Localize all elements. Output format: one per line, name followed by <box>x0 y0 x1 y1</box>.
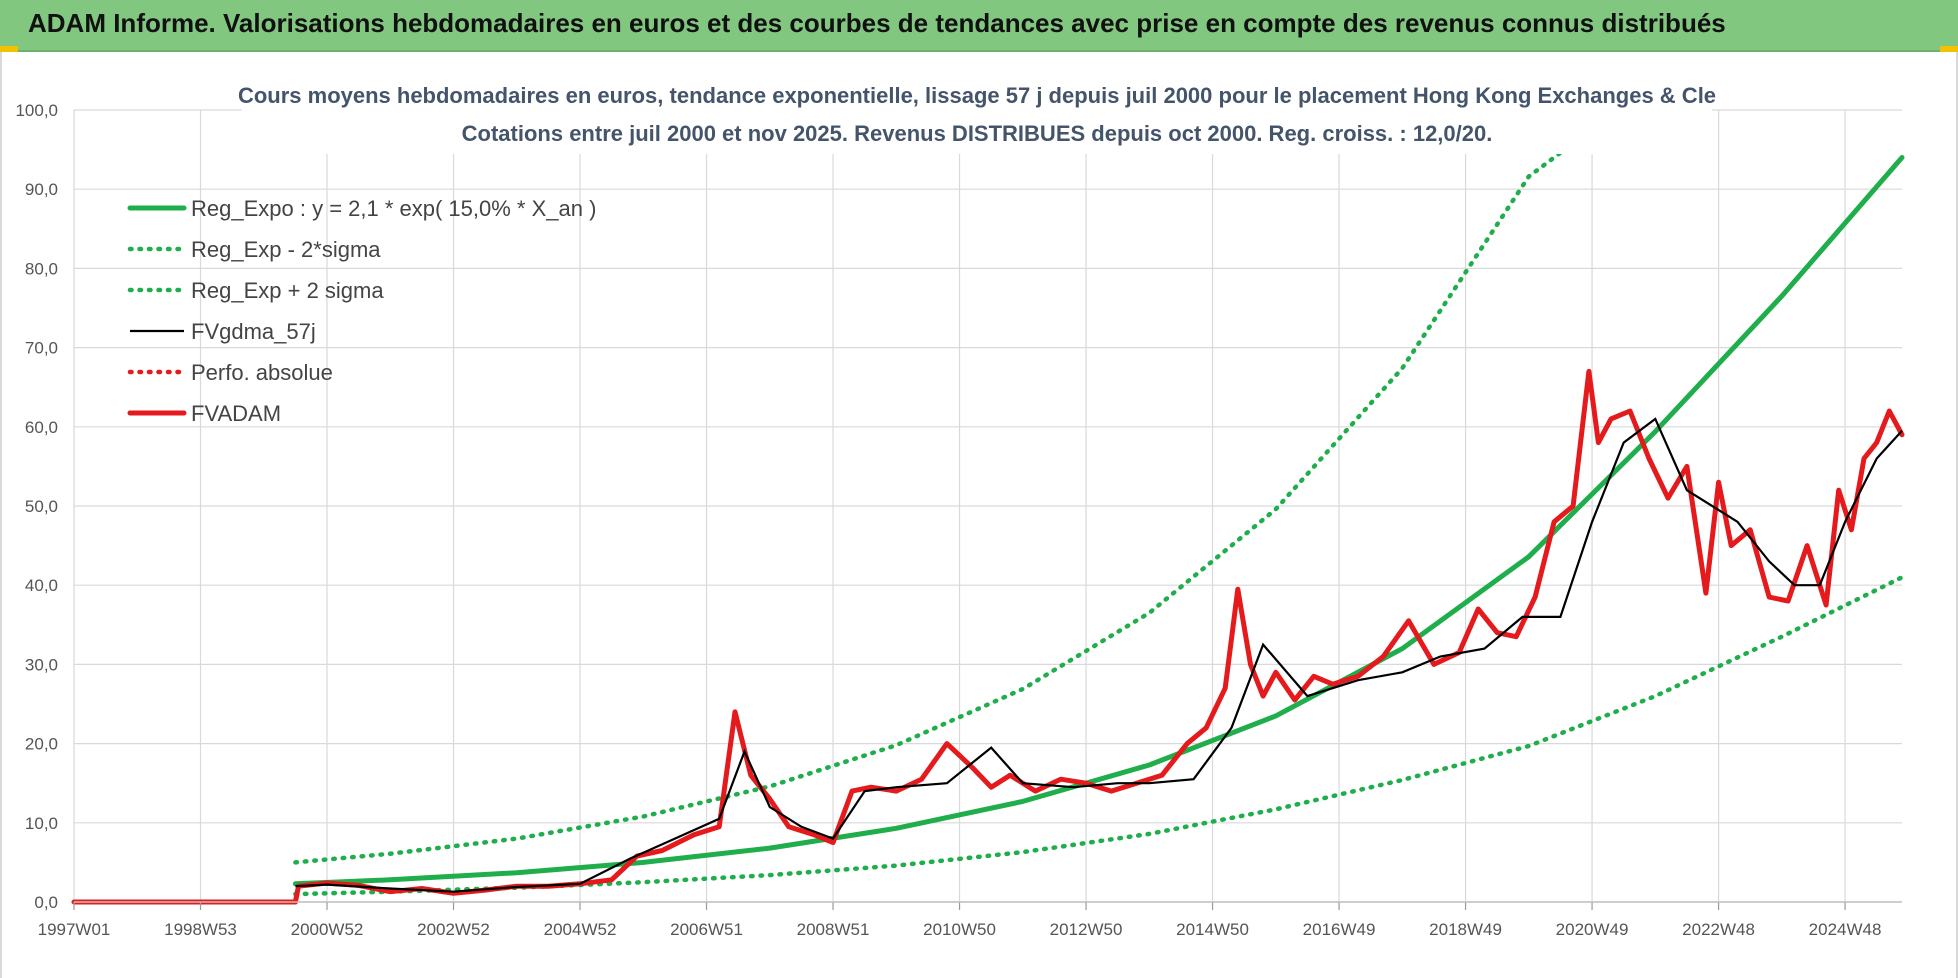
legend-label: FVgdma_57j <box>191 319 316 344</box>
x-tick-label: 2006W51 <box>670 920 743 939</box>
y-tick-label: 0,0 <box>34 893 58 912</box>
x-tick-label: 2024W48 <box>1809 920 1882 939</box>
x-tick-label: 2018W49 <box>1429 920 1502 939</box>
y-tick-label: 10,0 <box>25 814 58 833</box>
x-tick-label: 1997W01 <box>38 920 111 939</box>
legend-label: Perfo. absolue <box>191 360 333 385</box>
x-tick-label: 2012W50 <box>1050 920 1123 939</box>
corner-marker-left <box>0 46 18 52</box>
legend-label: Reg_Expo : y = 2,1 * exp( 15,0% * X_an ) <box>191 196 596 221</box>
y-tick-label: 70,0 <box>25 339 58 358</box>
x-tick-label: 1998W53 <box>164 920 237 939</box>
series-line-2 <box>293 107 1620 865</box>
legend: Reg_Expo : y = 2,1 * exp( 15,0% * X_an )… <box>127 196 596 426</box>
y-tick-label: 30,0 <box>25 655 58 674</box>
chart-frame <box>0 52 1958 978</box>
y-tick-label: 50,0 <box>25 497 58 516</box>
x-tick-label: 2008W51 <box>797 920 870 939</box>
y-tick-label: 100,0 <box>15 101 58 120</box>
series-line-3 <box>295 417 1903 893</box>
y-tick-label: 90,0 <box>25 180 58 199</box>
banner: ADAM Informe. Valorisations hebdomadaire… <box>0 0 1958 52</box>
legend-label: FVADAM <box>191 401 281 426</box>
legend-label: Reg_Exp + 2 sigma <box>191 278 384 303</box>
y-tick-label: 40,0 <box>25 576 58 595</box>
x-tick-label: 2016W49 <box>1303 920 1376 939</box>
banner-title: ADAM Informe. Valorisations hebdomadaire… <box>28 8 1726 38</box>
x-tick-label: 2014W50 <box>1176 920 1249 939</box>
x-tick-label: 2010W50 <box>923 920 996 939</box>
x-tick-label: 2004W52 <box>544 920 617 939</box>
series-line-0 <box>292 155 1905 887</box>
y-tick-label: 80,0 <box>25 259 58 278</box>
title-backdrop <box>242 76 1712 154</box>
chart-subtitle: Cotations entre juil 2000 et nov 2025. R… <box>462 121 1493 146</box>
corner-marker-right <box>1940 46 1958 52</box>
x-tick-label: 2002W52 <box>417 920 490 939</box>
legend-label: Reg_Exp - 2*sigma <box>191 237 381 262</box>
series-layer <box>71 107 1905 905</box>
x-tick-label: 2020W49 <box>1556 920 1629 939</box>
chart-title: Cours moyens hebdomadaires en euros, ten… <box>238 83 1716 108</box>
y-tick-label: 20,0 <box>25 735 58 754</box>
axes: 0,0 10,0 20,0 30,0 40,0 50,0 60,0 70,0 80,0 90,0 1… <box>15 101 1902 939</box>
x-tick-label: 2000W52 <box>291 920 364 939</box>
y-tick-label: 60,0 <box>25 418 58 437</box>
series-line-1 <box>293 575 1905 897</box>
x-tick-label: 2022W48 <box>1682 920 1755 939</box>
